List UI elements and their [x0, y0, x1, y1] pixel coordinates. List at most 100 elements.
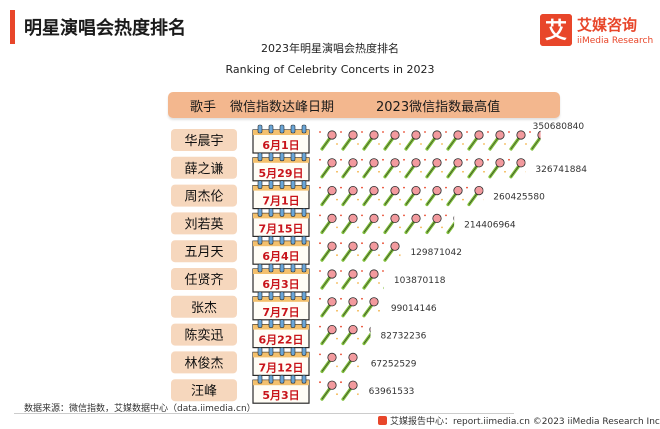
- bar-mic: [403, 158, 422, 179]
- sparkle: [382, 186, 384, 189]
- sparkle: [403, 186, 405, 189]
- sparkle: [336, 198, 338, 201]
- bar-mic: [319, 352, 338, 373]
- binder-ring: [257, 347, 263, 356]
- mic-head: [474, 130, 484, 140]
- chart-subtitle: Ranking of Celebrity Concerts in 2023: [225, 63, 435, 76]
- bar-mic: [424, 130, 443, 151]
- bar-mic: [361, 325, 371, 346]
- bar-mic: [319, 158, 338, 179]
- binder-ring: [290, 235, 296, 245]
- binder-ring: [257, 374, 263, 384]
- sparkle: [441, 226, 443, 229]
- sparkle: [319, 270, 321, 272]
- singer-name: 华晨宇: [184, 134, 223, 149]
- binder-ring: [290, 124, 296, 134]
- sparkle: [441, 198, 443, 201]
- mic-handle-edge: [405, 165, 415, 177]
- binder-ring: [279, 208, 285, 217]
- mic-handle-edge: [342, 249, 352, 261]
- mic-handle-edge: [342, 276, 352, 289]
- sparkle: [483, 170, 485, 173]
- chart-row: 汪峰 5月3日: [171, 374, 310, 404]
- sparkle: [340, 325, 342, 328]
- binder-ring: [257, 263, 263, 273]
- mic-head: [348, 186, 358, 196]
- sparkle: [319, 158, 321, 161]
- singer-name: 陈奕迅: [184, 328, 223, 344]
- binder-ring: [279, 347, 285, 356]
- peak-date-card: 6月3日: [252, 263, 310, 293]
- logo-glyph: 艾: [545, 19, 567, 44]
- mic-handle-edge: [384, 249, 394, 261]
- mic-handle-edge: [384, 193, 394, 205]
- sparkle: [445, 158, 447, 161]
- mic-handle-edge: [342, 165, 352, 177]
- singer-box: [171, 351, 237, 374]
- mic-head: [327, 324, 337, 335]
- table-header: 歌手 微信指数达峰日期 2023微信指数最高值: [168, 92, 560, 118]
- sparkle: [319, 214, 321, 217]
- mic-head: [369, 158, 379, 168]
- sparkle: [319, 131, 321, 133]
- mic-head: [516, 158, 526, 168]
- value-label: 260425580: [493, 193, 545, 203]
- mic-head: [390, 186, 400, 196]
- sparkle: [483, 143, 485, 145]
- mic-handle-edge: [468, 193, 478, 205]
- mic-handle-edge: [363, 221, 373, 233]
- mic-head: [369, 241, 379, 251]
- singer-box: [171, 212, 237, 235]
- sparkle: [361, 325, 363, 328]
- bar-mic: [319, 269, 338, 290]
- mic-handle-edge: [447, 223, 455, 233]
- mic-head: [411, 158, 421, 168]
- sparkle: [319, 353, 321, 356]
- data-source: 数据来源：微信指数，艾媒数据中心（data.iimedia.cn）: [24, 404, 256, 414]
- mic-head: [369, 186, 379, 196]
- sparkle: [508, 131, 510, 133]
- sparkle: [399, 254, 401, 257]
- sparkle: [378, 198, 380, 201]
- sparkle: [357, 282, 359, 284]
- sparkle: [336, 170, 338, 173]
- sparkle: [340, 214, 342, 217]
- mic-head: [348, 213, 358, 223]
- mic-handle-edge: [405, 221, 415, 233]
- bar-mic: [466, 158, 485, 179]
- bar-mic: [340, 352, 359, 373]
- bar-mic: [508, 130, 527, 151]
- bar-mic: [424, 213, 443, 234]
- bar-mic: [382, 241, 401, 262]
- binder-ring: [301, 347, 307, 356]
- mic-handle-edge: [363, 304, 373, 316]
- singer-name: 张杰: [191, 301, 217, 316]
- singer-box: [171, 156, 237, 179]
- singer-box: [171, 240, 237, 263]
- singer-name: 任贤齐: [184, 272, 223, 288]
- mic-head: [348, 324, 358, 335]
- sparkle: [420, 226, 422, 229]
- mic-handle-edge: [342, 221, 352, 233]
- mic-head: [348, 352, 358, 362]
- mic-head: [369, 326, 371, 333]
- sparkle: [424, 131, 426, 133]
- mic-head: [327, 297, 337, 307]
- singer-box: [171, 129, 237, 151]
- mic-handle-edge: [363, 276, 373, 289]
- peak-date-card: 7月7日: [252, 291, 310, 321]
- mic-handle-edge: [426, 193, 436, 205]
- sparkle: [445, 186, 447, 189]
- mic-head: [474, 158, 484, 168]
- sparkle: [424, 214, 426, 217]
- mic-handle-edge: [447, 193, 457, 205]
- sparkle: [361, 242, 363, 245]
- value-label: 67252529: [371, 359, 417, 369]
- mic-handle-edge: [342, 388, 352, 400]
- mic-handle-edge: [426, 221, 436, 233]
- binder-ring: [301, 263, 307, 273]
- bar-mic: [340, 213, 359, 234]
- mic-handle-edge: [363, 249, 373, 261]
- bar-mic: [340, 241, 359, 262]
- value-label: 214406964: [464, 220, 516, 230]
